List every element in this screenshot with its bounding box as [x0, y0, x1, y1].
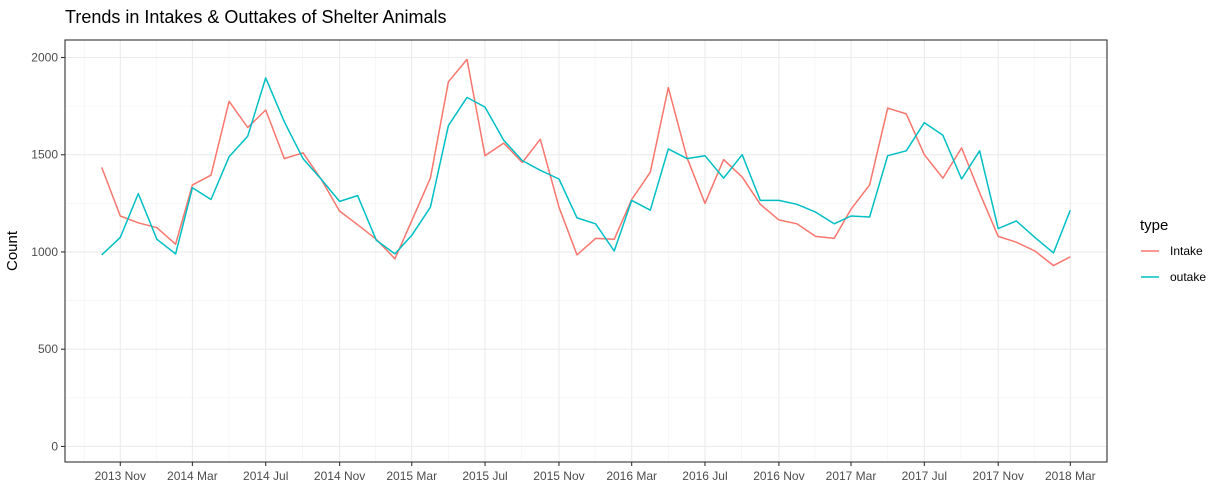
y-tick-label: 1500 — [31, 148, 58, 162]
x-tick-label: 2015 Mar — [386, 469, 437, 483]
x-tick-label: 2014 Nov — [314, 469, 365, 483]
x-tick-label: 2017 Jul — [902, 469, 947, 483]
x-tick-label: 2015 Nov — [533, 469, 584, 483]
x-tick-label: 2018 Mar — [1045, 469, 1096, 483]
y-tick-label: 2000 — [31, 51, 58, 65]
panel-border — [64, 39, 1108, 463]
grid-minor — [65, 40, 1107, 462]
x-tick-label: 2017 Mar — [826, 469, 877, 483]
x-tick-label: 2016 Mar — [606, 469, 657, 483]
series-line-outake — [101, 77, 1071, 256]
x-tick-label: 2014 Mar — [167, 469, 218, 483]
x-tick-label: 2015 Jul — [462, 469, 507, 483]
chart-title: Trends in Intakes & Outtakes of Shelter … — [65, 7, 447, 27]
y-axis-title: Count — [4, 230, 21, 271]
legend-items: Intake outake — [1141, 244, 1206, 284]
y-tick-label: 1000 — [31, 245, 58, 259]
y-axis: 0 500 1000 1500 2000 — [31, 51, 65, 453]
panel-background — [65, 40, 1107, 462]
legend-title: type — [1140, 217, 1168, 234]
legend: type Intake outake — [1140, 217, 1206, 284]
series-line-intake — [100, 58, 1071, 267]
x-tick-label: 2016 Jul — [682, 469, 727, 483]
grid-major — [65, 40, 1107, 462]
x-tick-label: 2016 Nov — [753, 469, 804, 483]
legend-label-intake: Intake — [1170, 244, 1203, 258]
y-tick-label: 500 — [38, 342, 58, 356]
y-tick-label: 0 — [51, 439, 58, 453]
x-tick-label: 2014 Jul — [243, 469, 288, 483]
x-axis: 2013 Nov 2014 Mar 2014 Jul 2014 Nov 2015 Mar… — [95, 462, 1096, 483]
x-tick-label: 2013 Nov — [95, 469, 146, 483]
series-lines — [100, 58, 1071, 267]
x-tick-label: 2017 Nov — [973, 469, 1024, 483]
legend-label-outake: outake — [1170, 270, 1206, 284]
